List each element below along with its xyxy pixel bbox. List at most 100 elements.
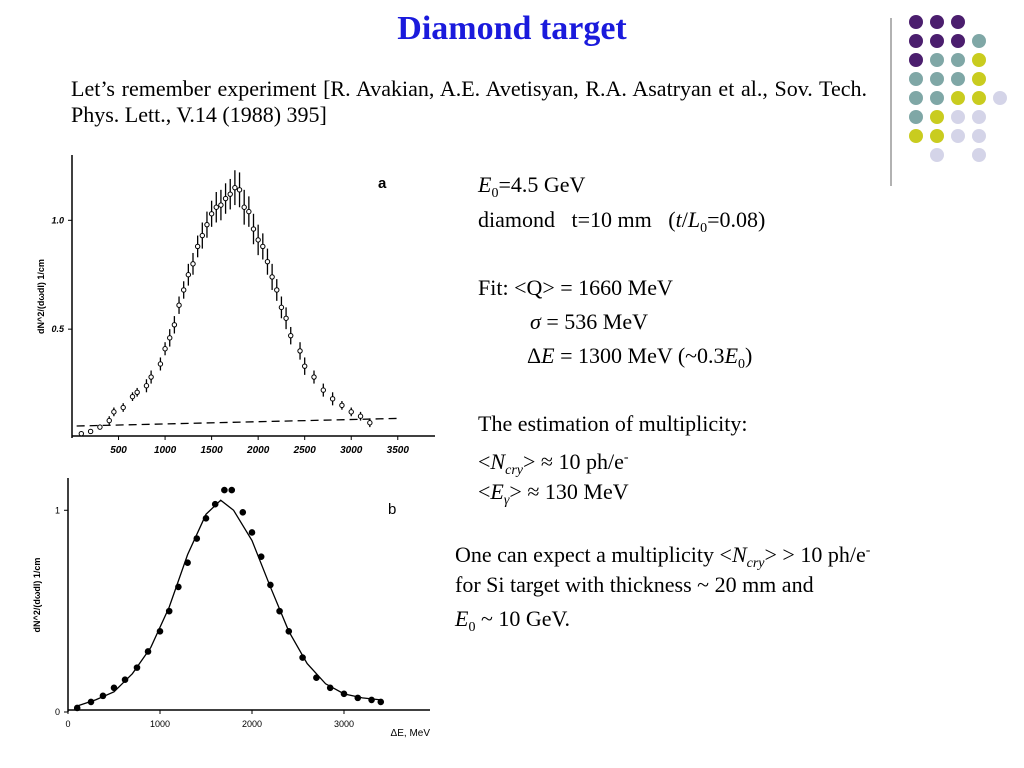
text-segment: γ [503,493,510,508]
data-point [213,204,219,210]
data-point [133,664,141,671]
text-segment: t [675,207,682,232]
data-point [354,694,362,702]
data-point [204,221,210,228]
panel-label: a [378,175,387,192]
data-point [87,428,94,435]
text-segment: cry [505,463,523,478]
data-point [218,202,224,208]
x-tick-label: 1000 [150,719,170,729]
text-line: E0=4.5 GeV [478,172,585,207]
x-tick-label: 1500 [200,445,223,456]
text-segment: N [490,449,506,474]
text-line: <Ncry> ≈ 10 ph/e- [478,445,629,484]
decor-dot [951,15,965,29]
chart: 0 1 0 1000 2000 3000 dN^2/(dωdl) 1/cm b ΔE, MeV [32,478,430,739]
data-point [222,195,229,202]
text-line: diamond t=10 mm (t/L0=0.08) [478,207,765,242]
data-point [162,346,168,352]
decor-dot [909,53,923,67]
x-tick-label: 3000 [340,445,363,456]
data-point [377,698,385,706]
data-point [120,404,126,411]
data-point [134,389,140,395]
panel-label: b [388,501,396,518]
y-tick-label: 1 [55,505,60,515]
data-point [156,628,164,635]
y-axis-label: dN^2/(dωdl) 1/cm [36,259,46,334]
text-line: Fit: <Q> = 1660 MeV [478,275,673,301]
data-point [326,684,334,692]
data-point [97,424,103,430]
x-tick-label: 3000 [334,719,354,729]
data-point [274,287,280,293]
decor-dot [930,148,944,162]
data-point [255,237,261,243]
data-point [241,204,247,210]
text-segment: =4.5 GeV [498,172,586,197]
text-segment: Fit: <Q> = 1660 MeV [478,275,673,300]
decor-dot [909,34,923,48]
decor-dot [930,34,944,48]
decor-dot [930,15,944,29]
text-segment: E [455,606,469,631]
data-point [190,261,196,267]
decor-dot [930,72,944,86]
text-segment: E [724,343,739,368]
text-segment: diamond t=10 mm ( [478,207,676,232]
decor-dot [951,129,965,143]
decor-dot [930,53,944,67]
decor-dot [930,129,944,143]
data-point [260,243,266,250]
data-point [165,607,173,615]
text-line: for Si target with thickness ~ 20 mm and [455,572,814,598]
text-segment: - [865,543,871,558]
decor-dot [930,91,944,105]
decor-dot [909,129,923,143]
data-point [106,417,112,424]
data-point [228,486,236,494]
data-point [264,258,271,265]
text-segment: - [623,450,629,465]
y-tick-label: 0 [55,707,60,717]
data-point [239,508,247,516]
decoration [909,15,1007,162]
text-segment: 0 [491,186,499,201]
data-point [320,387,327,393]
x-tick-label: 2000 [242,719,262,729]
y-axis-label: dN^2/(dωdl) 1/cm [32,558,42,633]
data-point [278,304,285,311]
title: Diamond target [397,10,627,47]
data-point [267,581,274,589]
data-point [250,226,257,232]
decor-dot [993,91,1007,105]
text-segment: ~ 10 GeV. [475,606,571,631]
text-line: σ = 536 MeV [530,309,648,335]
data-point [157,361,164,367]
text-line: The estimation of multiplicity: [478,411,747,437]
chart: 0.5 1.0 500 1000 1500 2000 2500 3000 3500 dN^2/(d… [36,155,435,456]
data-point [348,409,354,415]
text-segment: / [681,207,688,232]
decor-dot [951,91,965,105]
data-point [185,272,192,278]
data-point [221,486,228,494]
baseline [76,417,398,427]
text-segment: 0 [700,221,708,236]
decor-dot [972,148,986,162]
text-segment: E [490,479,504,504]
data-point [257,553,265,560]
data-point [227,191,233,197]
x-tick-label: 2000 [246,445,270,456]
x-tick-label: 1000 [154,445,177,456]
text-segment: < [478,449,491,474]
x-tick-label: 2500 [293,445,317,456]
decor-dot [972,129,986,143]
x-tick-label: 3500 [387,445,410,456]
text-segment: Δ [527,343,542,368]
data-point [208,211,215,217]
decor-dot [909,72,923,86]
data-point [199,232,206,239]
data-point [110,684,118,692]
